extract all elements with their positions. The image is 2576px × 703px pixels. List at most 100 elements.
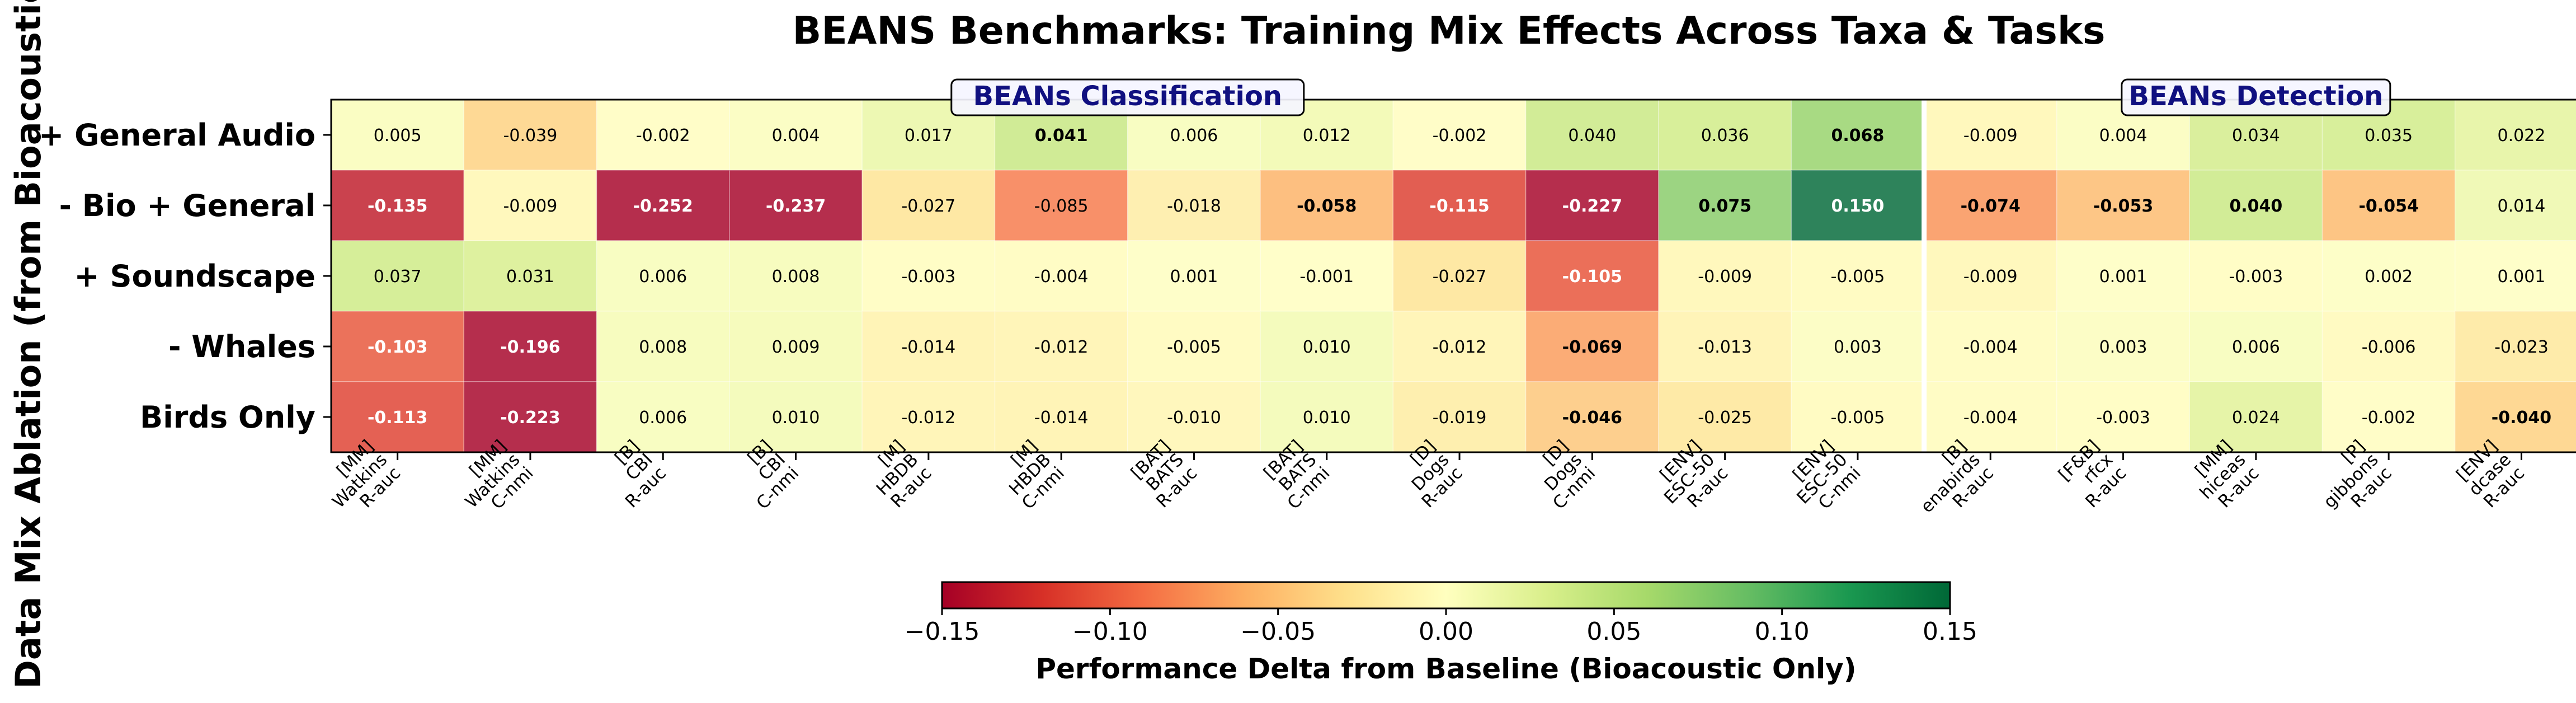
cell-value-label: 0.022 (2498, 126, 2546, 146)
cell-value-label: 0.035 (2365, 126, 2413, 146)
cell-value-label: -0.237 (766, 196, 826, 216)
cell-value-label: 0.040 (1568, 126, 1616, 146)
cell-value-label: 0.009 (772, 338, 820, 357)
cell-value-label: -0.002 (1433, 126, 1487, 146)
heatmap-cell (1127, 170, 1261, 241)
cell-value-label: -0.223 (500, 408, 560, 428)
heatmap-cell (331, 381, 465, 453)
cell-value-label: -0.009 (1963, 267, 2018, 287)
cell-value-label: -0.027 (1433, 267, 1487, 287)
cell-value-label: 0.004 (772, 126, 820, 146)
cell-value-label: -0.009 (503, 196, 558, 216)
cell-value-label: 0.010 (1303, 338, 1351, 357)
cell-value-label: -0.003 (901, 267, 955, 287)
cell-value-label: 0.001 (2099, 267, 2148, 287)
cell-value-label: -0.012 (1034, 338, 1089, 357)
cell-value-label: 0.031 (506, 267, 554, 287)
cell-value-label: -0.004 (1963, 338, 2018, 357)
cell-value-label: -0.012 (901, 408, 955, 428)
cell-value-label: -0.001 (1299, 267, 1354, 287)
heatmap-cell (2455, 311, 2576, 382)
heatmap-cell (2455, 240, 2576, 312)
heatmap-cell (1791, 311, 1925, 382)
heatmap-cell (1658, 381, 1792, 453)
cell-value-label: 0.008 (639, 338, 687, 357)
heatmap-cell (596, 311, 730, 382)
heatmap-cell (2189, 381, 2323, 453)
cell-value-label: 0.017 (905, 126, 953, 146)
cell-value-label: 0.041 (1035, 126, 1088, 146)
cell-value-label: 0.037 (374, 267, 422, 287)
heatmap-cell (1923, 381, 2057, 453)
cell-value-label: 0.001 (1170, 267, 1218, 287)
heatmap-cell (1923, 170, 2057, 241)
cell-value-label: 0.003 (1834, 338, 1882, 357)
cell-value-label: -0.004 (1963, 408, 2018, 428)
heatmap-cell (2056, 240, 2190, 312)
heatmap-cell (463, 311, 597, 382)
cell-value-label: -0.013 (1698, 338, 1752, 357)
cell-value-label: 0.002 (2365, 267, 2413, 287)
heatmap-cell (1525, 311, 1659, 382)
section-label: BEANs Classification (973, 81, 1282, 112)
cell-value-label: -0.023 (2494, 338, 2549, 357)
heatmap-cell (463, 99, 597, 171)
cell-value-label: -0.135 (368, 196, 427, 216)
cell-value-label: -0.196 (500, 338, 560, 357)
heatmap-cell (1791, 99, 1925, 171)
heatmap-cell (463, 381, 597, 453)
heatmap-cell (729, 311, 863, 382)
section-label: BEANs Detection (2128, 81, 2383, 112)
cell-value-label: -0.009 (1963, 126, 2018, 146)
cell-value-label: -0.046 (1562, 408, 1622, 428)
cell-value-label: -0.014 (901, 338, 955, 357)
row-label: - Whales (168, 329, 315, 364)
cell-value-label: -0.069 (1562, 338, 1622, 357)
cell-value-label: 0.036 (1701, 126, 1749, 146)
heatmap-cell (1923, 311, 2057, 382)
section-labels: BEANs Classification BEANs Detection (950, 78, 2391, 116)
cell-value-label: 0.014 (2498, 196, 2546, 216)
section-label-box (2121, 78, 2391, 116)
heatmap-cell (1260, 240, 1394, 312)
cell-value-label: -0.053 (2093, 196, 2153, 216)
heatmap-cell (2455, 99, 2576, 171)
heatmap-cell (861, 381, 996, 453)
heatmap-cell (1260, 381, 1394, 453)
cell-value-label: 0.150 (1831, 196, 1884, 216)
heatmap-cell (596, 381, 730, 453)
heatmap-cell (463, 170, 597, 241)
cell-value-label: 0.010 (1303, 408, 1351, 428)
colorbar-label: Performance Delta from Baseline (Bioacou… (1035, 653, 1856, 685)
cell-value-label: 0.006 (2232, 338, 2280, 357)
colorbar-tick-label: 0.10 (1755, 617, 1810, 646)
heatmap-cell (1392, 381, 1527, 453)
cell-value-label: -0.003 (2229, 267, 2283, 287)
row-label: + Soundscape (74, 259, 315, 294)
cell-value-label: -0.113 (368, 408, 427, 428)
heatmap-cell (1791, 170, 1925, 241)
heatmap-cell (1392, 170, 1527, 241)
heatmap-cell (2056, 381, 2190, 453)
colorbar-tick-label: 0.15 (1923, 617, 1977, 646)
cell-value-label: 0.005 (374, 126, 422, 146)
heatmap-cell (596, 240, 730, 312)
row-labels: + General Audio - Bio + General + Soundsca… (39, 118, 331, 435)
heatmap-cell (1658, 240, 1792, 312)
heatmap-cell (1791, 240, 1925, 312)
heatmap-cell (2455, 170, 2576, 241)
cell-value-label: -0.005 (1167, 338, 1221, 357)
heatmap-cell-labels: 0.005 -0.039 -0.002 0.004 0.017 0.041 0.006 0.0… (368, 126, 2551, 428)
row-label: Birds Only (140, 400, 315, 435)
colorbar-tick-label: −0.15 (905, 617, 980, 646)
heatmap-cell (2189, 170, 2323, 241)
cell-value-label: -0.103 (368, 338, 427, 357)
heatmap-cell (1525, 170, 1659, 241)
colorbar-tick-label: 0.00 (1419, 617, 1473, 646)
heatmap-cell (1791, 381, 1925, 453)
row-label: - Bio + General (59, 188, 315, 223)
cell-value-label: -0.006 (2362, 338, 2416, 357)
heatmap-cell (729, 170, 863, 241)
